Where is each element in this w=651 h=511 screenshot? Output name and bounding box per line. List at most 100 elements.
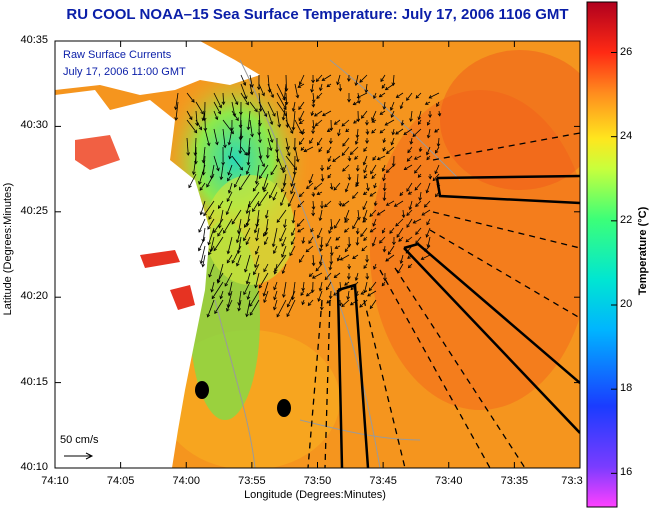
current-vector-head (356, 118, 361, 123)
current-vector-head (418, 148, 423, 153)
current-vector-head (357, 100, 361, 104)
current-vector-head (347, 266, 352, 270)
current-vector (421, 254, 431, 260)
current-vector-head (254, 180, 259, 185)
current-vector (402, 209, 405, 218)
current-vector-head (263, 188, 267, 193)
current-vector-head (320, 205, 324, 209)
current-vector (265, 209, 269, 219)
current-vector (357, 209, 360, 220)
current-vector (210, 236, 215, 252)
current-vector-head (206, 313, 211, 318)
current-vector (276, 110, 280, 128)
current-vector-head (354, 141, 359, 145)
current-vector (245, 236, 251, 245)
current-vector (383, 101, 386, 110)
current-vector-head (365, 187, 370, 192)
current-vector-head (208, 273, 212, 278)
current-vector (249, 83, 253, 95)
current-vector (368, 281, 377, 291)
current-vector (377, 209, 386, 216)
current-vector (400, 101, 404, 109)
current-vector (437, 137, 440, 147)
current-vector (175, 101, 179, 121)
current-vector-head (413, 156, 418, 160)
transect-box-east (435, 174, 580, 205)
current-vector (418, 119, 422, 125)
current-vector-head (274, 268, 278, 272)
current-vector-head (315, 78, 320, 82)
current-vector-head (273, 296, 277, 301)
current-vector-head (327, 158, 332, 162)
current-vector (231, 245, 242, 264)
transect-box-southeast (403, 242, 580, 434)
current-vector (247, 110, 251, 130)
current-vector-head (228, 155, 232, 160)
current-vector-head (347, 98, 351, 103)
current-vector-head (406, 158, 411, 162)
current-vector (198, 218, 206, 233)
y-tick-label: 40:10 (20, 461, 48, 473)
current-vector-head (245, 313, 249, 318)
current-vector-head (290, 183, 294, 187)
current-vector-head (344, 229, 348, 233)
current-vector (312, 119, 315, 129)
current-vector (371, 173, 377, 179)
current-vector-head (208, 216, 212, 220)
current-vector-head (355, 230, 360, 235)
current-vector (377, 155, 386, 160)
current-vector-head (227, 177, 231, 182)
current-vector (292, 101, 296, 112)
current-vector-head (425, 151, 430, 156)
current-vector (247, 137, 251, 156)
current-vector (258, 191, 269, 207)
current-vector-head (361, 115, 365, 119)
current-vector-head (418, 197, 423, 201)
current-vector (436, 101, 440, 107)
current-vector-head (382, 197, 387, 202)
current-vector-head (336, 81, 340, 86)
current-vector-head (287, 203, 292, 208)
current-vector (249, 101, 258, 112)
current-vector (307, 299, 314, 306)
current-vector (361, 110, 368, 119)
current-vector (228, 281, 233, 296)
current-vector (361, 245, 368, 251)
current-vector (255, 272, 260, 288)
current-vector (344, 281, 350, 286)
current-vector (299, 254, 305, 263)
current-vector-head (224, 282, 228, 287)
current-vector (186, 137, 189, 156)
current-vector (276, 299, 287, 317)
current-vector (292, 281, 296, 300)
current-vector-head (355, 134, 360, 139)
current-vector (306, 182, 314, 189)
current-vector-head (319, 248, 323, 252)
current-vector (294, 146, 299, 162)
y-tick-label: 40:30 (20, 119, 48, 132)
current-vector (219, 209, 224, 228)
current-vector (240, 83, 247, 99)
current-vector-head (298, 117, 303, 122)
current-vector (403, 128, 413, 135)
current-vector-head (334, 245, 339, 249)
depth-contour (214, 299, 256, 468)
current-vector-head (406, 224, 410, 228)
current-vector-head (237, 307, 241, 312)
current-vector (333, 182, 341, 191)
current-vector (267, 110, 273, 125)
current-vector-head (382, 177, 386, 182)
current-vector (211, 281, 224, 299)
current-vector-head (329, 186, 334, 191)
current-vector-head (326, 128, 331, 132)
current-vector (353, 101, 359, 105)
current-vector-head (295, 158, 300, 163)
current-vector (222, 92, 224, 105)
current-vector-head (395, 94, 400, 98)
current-vector (213, 218, 224, 233)
current-vector-head (273, 306, 277, 311)
current-vector-head (223, 144, 227, 149)
current-vector-head (253, 229, 258, 234)
current-vector-head (291, 219, 296, 224)
current-vector-head (384, 86, 389, 91)
